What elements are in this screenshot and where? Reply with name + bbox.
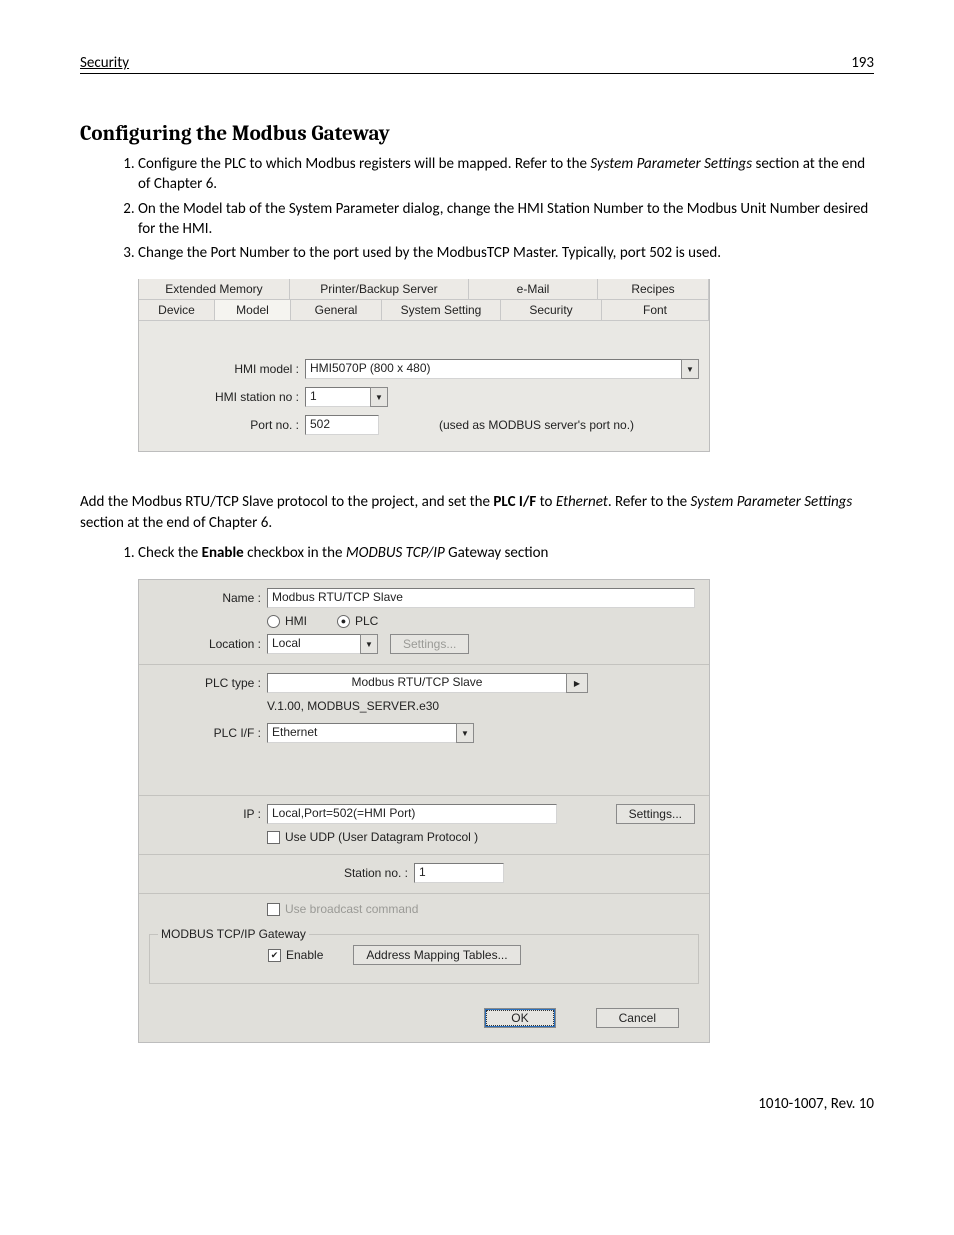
radio-icon bbox=[267, 615, 280, 628]
plc-if-label: PLC I/F : bbox=[153, 726, 267, 740]
step-a-2: On the Model tab of the System Parameter… bbox=[138, 199, 874, 240]
hmi-model-label: HMI model : bbox=[149, 362, 305, 376]
tab-system-setting[interactable]: System Setting bbox=[382, 300, 501, 320]
plc-type-label: PLC type : bbox=[153, 676, 267, 690]
udp-label: Use UDP (User Datagram Protocol ) bbox=[285, 830, 478, 844]
broadcast-label: Use broadcast command bbox=[285, 902, 418, 916]
mid-paragraph: Add the Modbus RTU/TCP Slave protocol to… bbox=[80, 492, 874, 533]
tab-recipes[interactable]: Recipes bbox=[598, 279, 709, 299]
page-header: Security 193 bbox=[80, 54, 874, 74]
location-settings-button: Settings... bbox=[390, 634, 469, 654]
tab-device[interactable]: Device bbox=[139, 300, 215, 320]
step-a-3: Change the Port Number to the port used … bbox=[138, 243, 874, 263]
enable-label: Enable bbox=[286, 948, 323, 962]
system-parameter-dialog: Extended Memory Printer/Backup Server e-… bbox=[138, 279, 710, 452]
location-label: Location : bbox=[153, 637, 267, 651]
dropdown-arrow-icon[interactable]: ▼ bbox=[681, 359, 699, 379]
port-no-hint: (used as MODBUS server's port no.) bbox=[439, 418, 634, 432]
step-a-1: Configure the PLC to which Modbus regist… bbox=[138, 154, 874, 195]
hmi-model-select[interactable]: HMI5070P (800 x 480) bbox=[305, 359, 682, 379]
name-label: Name : bbox=[153, 591, 267, 605]
plc-type-select[interactable]: Modbus RTU/TCP Slave bbox=[267, 673, 567, 693]
cancel-button[interactable]: Cancel bbox=[596, 1008, 679, 1028]
header-page-number: 193 bbox=[851, 54, 874, 72]
steps-list-b: Check the Enable checkbox in the MODBUS … bbox=[80, 543, 874, 563]
tab-font[interactable]: Font bbox=[602, 300, 709, 320]
radio-plc[interactable]: ● PLC bbox=[337, 614, 378, 628]
dropdown-arrow-icon[interactable]: ▼ bbox=[360, 634, 378, 654]
name-input[interactable]: Modbus RTU/TCP Slave bbox=[267, 588, 695, 608]
gateway-legend: MODBUS TCP/IP Gateway bbox=[158, 927, 309, 941]
tab-printer-backup[interactable]: Printer/Backup Server bbox=[290, 279, 469, 299]
tab-security[interactable]: Security bbox=[501, 300, 602, 320]
ip-display: Local,Port=502(=HMI Port) bbox=[267, 804, 557, 824]
steps-list-a: Configure the PLC to which Modbus regist… bbox=[80, 154, 874, 263]
header-section: Security bbox=[80, 54, 129, 72]
ip-settings-button[interactable]: Settings... bbox=[616, 804, 695, 824]
plc-type-version: V.1.00, MODBUS_SERVER.e30 bbox=[267, 699, 439, 713]
tab-extended-memory[interactable]: Extended Memory bbox=[139, 279, 290, 299]
radio-hmi[interactable]: HMI bbox=[267, 614, 307, 628]
hmi-station-select[interactable]: 1 bbox=[305, 387, 371, 407]
station-no-label: Station no. : bbox=[344, 866, 414, 880]
location-select[interactable]: Local bbox=[267, 634, 361, 654]
tab-email[interactable]: e-Mail bbox=[469, 279, 598, 299]
station-no-input[interactable]: 1 bbox=[414, 863, 504, 883]
step-b-1: Check the Enable checkbox in the MODBUS … bbox=[138, 543, 874, 563]
ok-button[interactable]: OK bbox=[484, 1008, 555, 1028]
tab-general[interactable]: General bbox=[291, 300, 382, 320]
hmi-station-label: HMI station no : bbox=[149, 390, 305, 404]
port-no-label: Port no. : bbox=[149, 418, 305, 432]
device-properties-dialog: Name : Modbus RTU/TCP Slave HMI ● PLC Lo… bbox=[138, 579, 710, 1043]
port-no-input[interactable]: 502 bbox=[305, 415, 379, 435]
tabs-row-2: Device Model General System Setting Secu… bbox=[139, 300, 709, 321]
page-footer: 1010-1007, Rev. 10 bbox=[80, 1095, 874, 1113]
radio-hmi-label: HMI bbox=[285, 614, 307, 628]
modbus-gateway-fieldset: MODBUS TCP/IP Gateway ✔ Enable Address M… bbox=[149, 934, 699, 984]
tab-model[interactable]: Model bbox=[215, 300, 291, 320]
radio-icon: ● bbox=[337, 615, 350, 628]
udp-checkbox[interactable] bbox=[267, 831, 280, 844]
dropdown-arrow-icon[interactable]: ▼ bbox=[370, 387, 388, 407]
dropdown-arrow-icon[interactable]: ▼ bbox=[456, 723, 474, 743]
broadcast-checkbox bbox=[267, 903, 280, 916]
plc-if-select[interactable]: Ethernet bbox=[267, 723, 457, 743]
ip-label: IP : bbox=[153, 807, 267, 821]
tabs-row-1: Extended Memory Printer/Backup Server e-… bbox=[139, 279, 709, 300]
address-mapping-button[interactable]: Address Mapping Tables... bbox=[353, 945, 520, 965]
page-title: Configuring the Modbus Gateway bbox=[80, 122, 874, 146]
radio-plc-label: PLC bbox=[355, 614, 378, 628]
right-arrow-icon[interactable]: ▶ bbox=[566, 673, 588, 693]
enable-checkbox[interactable]: ✔ bbox=[268, 949, 281, 962]
